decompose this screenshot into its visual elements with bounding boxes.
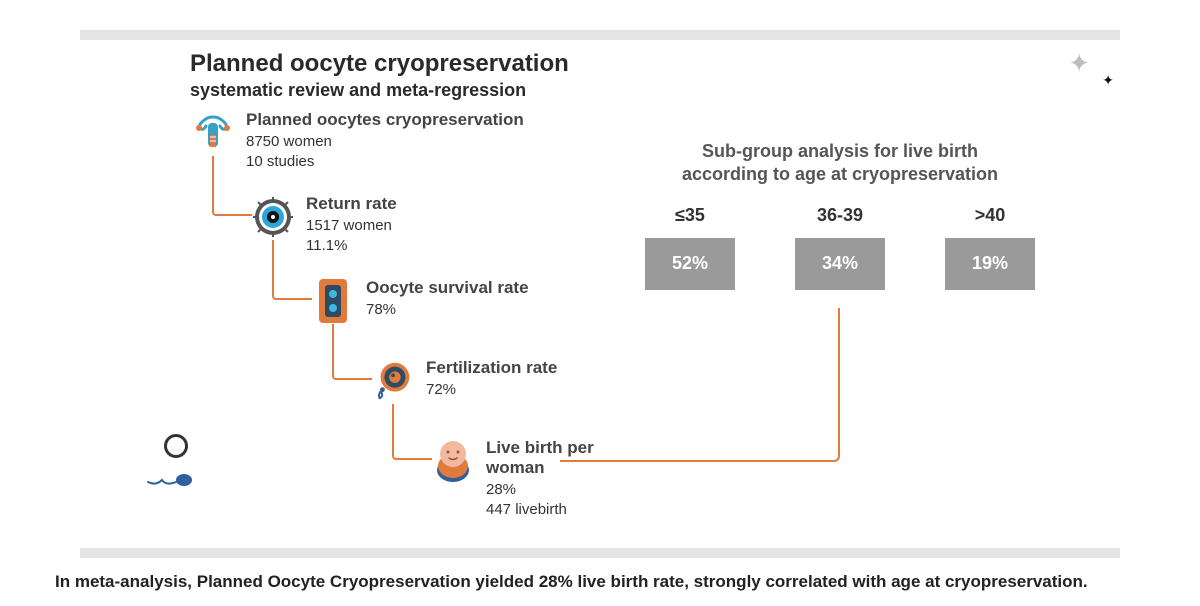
step-value: 10 studies	[246, 152, 524, 172]
subgroup-col: ≤35 52%	[630, 205, 750, 290]
page-title: Planned oocyte cryopreservation	[190, 50, 569, 78]
divider-bottom	[80, 548, 1120, 558]
step-label: Return rate	[306, 194, 397, 214]
subgroup-panel: Sub-group analysis for live birth accord…	[620, 140, 1060, 290]
connector	[560, 308, 840, 462]
step-value: 11.1%	[306, 236, 397, 256]
step-value: 8750 women	[246, 132, 524, 152]
step-label: Planned oocytes cryopreservation	[246, 110, 524, 130]
sparkle-icon: ✦	[1068, 48, 1090, 79]
flow-step-return-rate: Return rate 1517 women 11.1%	[250, 194, 397, 257]
subgroup-title: according to age at cryopreservation	[620, 163, 1060, 186]
oocyte-icon	[250, 194, 296, 240]
subgroup-age-header: 36-39	[780, 205, 900, 226]
subgroup-col: 36-39 34%	[780, 205, 900, 290]
subgroup-col: >40 19%	[930, 205, 1050, 290]
flow-step-survival-rate: Oocyte survival rate 78%	[310, 278, 529, 324]
step-value: 28%	[486, 480, 630, 500]
step-value: 72%	[426, 380, 557, 400]
step-value: 78%	[366, 300, 529, 320]
subgroup-value-box: 19%	[945, 238, 1035, 290]
figure-caption: In meta-analysis, Planned Oocyte Cryopre…	[55, 572, 1145, 592]
step-label: Fertilization rate	[426, 358, 557, 378]
subgroup-age-header: >40	[930, 205, 1050, 226]
subgroup-value-box: 34%	[795, 238, 885, 290]
step-value: 1517 women	[306, 216, 397, 236]
connector	[392, 404, 432, 460]
divider-top	[80, 30, 1120, 40]
step-value: 447 livebirth	[486, 500, 630, 520]
flow-step-fertilization-rate: Fertilization rate 72%	[370, 358, 557, 404]
sperm-icon	[146, 468, 196, 503]
subgroup-age-header: ≤35	[630, 205, 750, 226]
fertilization-icon	[370, 358, 416, 404]
uterus-icon	[190, 110, 236, 156]
sparkle-icon: ✦	[1102, 72, 1114, 89]
subgroup-title: Sub-group analysis for live birth	[620, 140, 1060, 163]
subgroup-value-box: 52%	[645, 238, 735, 290]
page-subtitle: systematic review and meta-regression	[190, 80, 526, 101]
cryo-tube-icon	[310, 278, 356, 324]
step-label: Oocyte survival rate	[366, 278, 529, 298]
baby-icon	[430, 438, 476, 484]
ring-icon	[164, 434, 188, 458]
connector	[332, 324, 372, 380]
flow-step-cryopreservation: Planned oocytes cryopreservation 8750 wo…	[190, 110, 524, 173]
